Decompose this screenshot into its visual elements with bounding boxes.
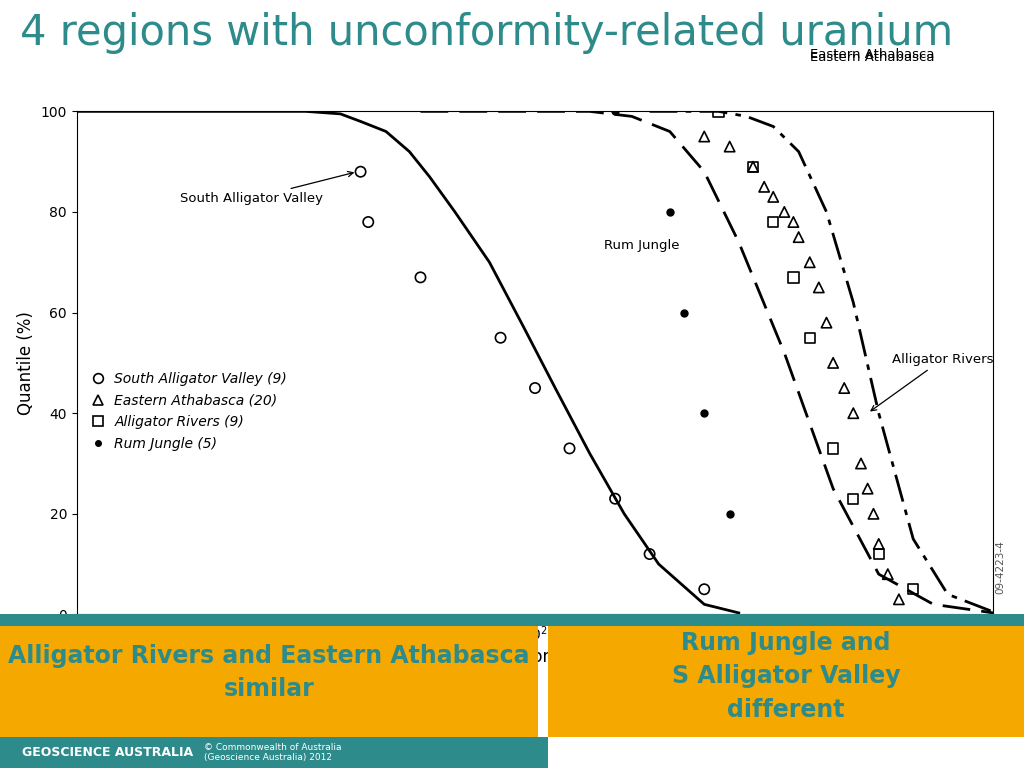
Point xyxy=(662,206,678,218)
Text: 09-4223-4: 09-4223-4 xyxy=(995,541,1006,594)
Point xyxy=(607,492,624,505)
Point xyxy=(802,257,818,269)
Point xyxy=(825,356,842,369)
Point xyxy=(870,538,887,550)
Point xyxy=(870,548,887,560)
Point xyxy=(696,131,713,143)
Point xyxy=(352,166,369,178)
Point xyxy=(744,161,761,173)
Point xyxy=(722,508,738,520)
Point xyxy=(880,568,896,581)
Point xyxy=(641,548,657,560)
Point xyxy=(676,306,692,319)
X-axis label: U₃O₈(Tonnes): U₃O₈(Tonnes) xyxy=(480,648,590,667)
Point xyxy=(722,141,738,153)
Point xyxy=(818,316,835,329)
Point xyxy=(811,281,827,293)
Point xyxy=(836,382,852,394)
Point xyxy=(526,382,543,394)
Point xyxy=(825,442,842,455)
Text: Eastern Athabasca: Eastern Athabasca xyxy=(810,48,934,61)
Point xyxy=(891,593,907,605)
Point xyxy=(711,105,727,118)
Text: Alligator Rivers and Eastern Athabasca
similar: Alligator Rivers and Eastern Athabasca s… xyxy=(8,644,529,701)
Point xyxy=(785,216,802,228)
Point xyxy=(845,492,861,505)
Y-axis label: Quantile (%): Quantile (%) xyxy=(17,311,35,415)
Point xyxy=(905,583,922,595)
Text: Eastern Athabasca: Eastern Athabasca xyxy=(810,51,934,64)
Text: South Alligator Valley: South Alligator Valley xyxy=(180,171,353,205)
Point xyxy=(696,407,713,419)
Point xyxy=(756,180,772,193)
Point xyxy=(776,206,793,218)
Point xyxy=(802,332,818,344)
Point xyxy=(865,508,882,520)
Point xyxy=(853,458,869,470)
Point xyxy=(791,231,807,243)
Point xyxy=(765,190,781,203)
Text: Alligator Rivers: Alligator Rivers xyxy=(871,353,993,411)
Point xyxy=(845,407,861,419)
Point xyxy=(765,216,781,228)
Point xyxy=(413,271,429,283)
Text: GEOSCIENCE AUSTRALIA: GEOSCIENCE AUSTRALIA xyxy=(22,746,193,759)
Point xyxy=(859,482,876,495)
Legend: South Alligator Valley (9), Eastern Athabasca (20), Alligator Rivers (9), Rum Ju: South Alligator Valley (9), Eastern Atha… xyxy=(84,366,293,456)
Point xyxy=(785,271,802,283)
Text: © Commonwealth of Australia
(Geoscience Australia) 2012: © Commonwealth of Australia (Geoscience … xyxy=(205,743,342,763)
Point xyxy=(493,332,509,344)
Text: Rum Jungle: Rum Jungle xyxy=(604,239,680,252)
Point xyxy=(696,583,713,595)
Point xyxy=(607,105,624,118)
Text: 4 regions with unconformity-related uranium: 4 regions with unconformity-related uran… xyxy=(20,12,953,54)
Point xyxy=(360,216,377,228)
Point xyxy=(744,161,761,173)
Point xyxy=(561,442,578,455)
Text: Rum Jungle and
S Alligator Valley
different: Rum Jungle and S Alligator Valley differ… xyxy=(672,631,900,721)
